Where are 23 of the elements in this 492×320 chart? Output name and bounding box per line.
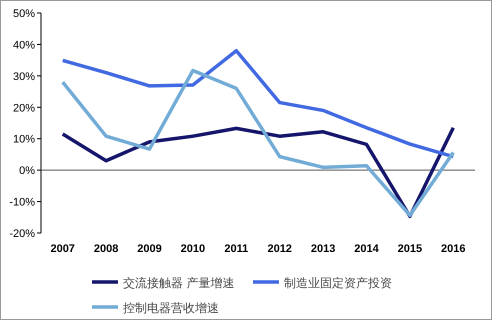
x-tick-label: 2011: [224, 243, 248, 255]
y-tick-label: 0%: [19, 165, 36, 178]
x-tick-label: 2010: [180, 243, 206, 255]
x-tick-label: 2012: [267, 243, 292, 255]
y-tick-label: -20%: [9, 228, 36, 240]
x-tick-label: 2013: [310, 243, 336, 255]
y-tick-label: -10%: [9, 196, 36, 209]
legend-label: 交流接触器 产量增速: [123, 276, 234, 290]
line-series: [60, 68, 456, 218]
y-tick-label: 30%: [12, 70, 36, 83]
x-tick-label: 2007: [50, 243, 75, 255]
line-series: [60, 48, 456, 158]
y-tick-label: 10%: [12, 134, 36, 146]
y-tick-label: 20%: [12, 102, 36, 114]
x-tick-label: 2008: [94, 243, 118, 255]
y-tick-label: 50%: [12, 8, 36, 20]
legend-label: 控制电器营收增速: [123, 301, 219, 315]
x-tick-label: 2015: [398, 243, 422, 255]
x-tick-label: 2014: [354, 243, 380, 255]
y-tick-label: 40%: [12, 39, 36, 52]
x-tick-label: 2009: [137, 243, 162, 255]
x-tick-label: 2016: [441, 243, 466, 255]
legend-label: 制造业固定资产投资: [284, 276, 392, 290]
